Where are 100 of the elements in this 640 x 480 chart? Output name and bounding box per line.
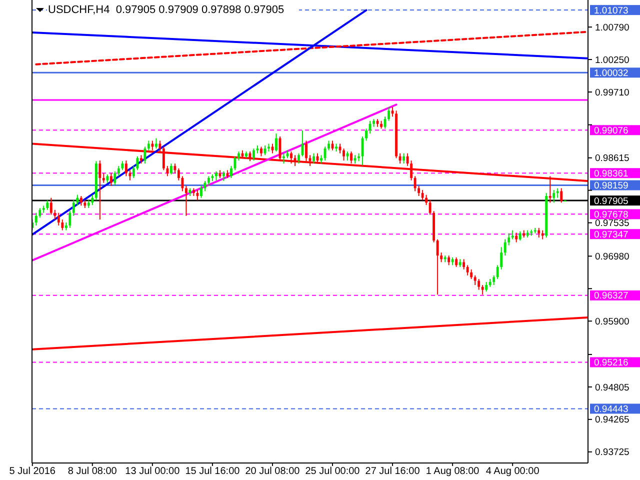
candlestick (230, 165, 232, 178)
candlestick (170, 163, 172, 175)
candlestick (440, 252, 443, 263)
candlestick (474, 274, 476, 286)
x-tick-label: 15 Jul 16:00 (185, 466, 240, 477)
candlestick (350, 151, 352, 164)
candlestick (298, 152, 300, 164)
candlestick (421, 190, 424, 201)
candlestick (54, 209, 56, 220)
candlestick (124, 160, 128, 177)
candlestick (312, 152, 315, 164)
candlestick (61, 218, 64, 231)
y-tick-label: 0.94805 (595, 382, 630, 394)
candlestick (117, 165, 120, 177)
candlestick (110, 172, 112, 186)
candlestick (462, 258, 466, 270)
candlestick (132, 165, 135, 178)
ref-line-label: 0.96327 (594, 290, 628, 302)
candlestick (478, 278, 480, 290)
candlestick (128, 170, 132, 181)
x-tick-label: 1 Aug 08:00 (426, 466, 480, 477)
x-tick-label: 20 Jul 08:00 (245, 466, 300, 477)
candlestick (485, 282, 488, 292)
ref-line-label: 0.98361 (594, 168, 628, 180)
y-tick-label: 0.98615 (595, 153, 630, 164)
candlestick (76, 194, 79, 206)
candlestick (398, 152, 402, 164)
candlestick (511, 230, 514, 240)
candlestick (492, 274, 496, 286)
candlestick (518, 231, 522, 242)
candlestick (425, 194, 428, 206)
candlestick (207, 176, 210, 186)
candlestick (328, 140, 330, 151)
candlestick (68, 210, 72, 228)
candlestick (504, 238, 506, 256)
candlestick (162, 146, 165, 171)
candlestick (147, 140, 150, 151)
candlestick (72, 200, 75, 216)
candlestick (418, 185, 420, 197)
x-tick-label: 4 Aug 00:00 (486, 466, 540, 477)
candlestick (34, 212, 38, 226)
y-tick-label: 1.00250 (595, 54, 630, 66)
candlestick (508, 232, 510, 246)
x-tick-label: 13 Jul 00:00 (125, 466, 180, 477)
candlestick (181, 176, 184, 192)
ref-line-label: 0.97905 (594, 196, 628, 207)
y-tick-label: 0.94265 (595, 414, 630, 426)
candlestick (91, 194, 94, 206)
candlestick (98, 160, 102, 220)
y-tick-label: 0.95900 (595, 316, 630, 328)
candlestick (384, 116, 386, 130)
x-tick-label: 5 Jul 2016 (9, 466, 56, 477)
y-tick-label: 0.97535 (595, 218, 630, 230)
candlestick (538, 227, 540, 238)
candlestick (342, 148, 345, 162)
candlestick (200, 185, 202, 198)
candlestick (144, 146, 146, 164)
candlestick (496, 264, 499, 280)
candlestick (391, 106, 394, 118)
x-tick-label: 27 Jul 16:00 (365, 466, 420, 477)
x-tick-label: 8 Jul 08:00 (68, 466, 118, 477)
candlestick (552, 190, 556, 204)
y-tick-label: 0.96980 (595, 251, 630, 262)
candlestick (38, 208, 42, 218)
candlestick (290, 151, 292, 164)
candlestick (428, 200, 432, 216)
ref-line-label: 1.01073 (594, 5, 628, 16)
ref-line-label: 0.97347 (594, 229, 628, 240)
ref-line-label: 0.99076 (594, 125, 628, 136)
candlestick (102, 172, 105, 184)
candlestick (234, 156, 236, 171)
x-tick-label: 25 Jul 00:00 (305, 466, 360, 477)
candlestick (204, 180, 206, 192)
y-tick-label: 0.93725 (595, 447, 630, 458)
candlestick (436, 238, 439, 296)
candlestick (560, 188, 563, 204)
candlestick (121, 160, 124, 171)
candlestick (388, 106, 390, 122)
candlestick (238, 151, 240, 162)
candlestick (466, 264, 469, 276)
candlestick (406, 152, 409, 166)
candlestick (136, 156, 139, 171)
candlestick (515, 232, 518, 243)
candlestick (365, 128, 368, 142)
candlestick (154, 138, 158, 150)
candlestick (50, 197, 52, 216)
candlestick (455, 256, 458, 268)
ref-line-label: 0.98159 (594, 180, 628, 192)
candlestick (402, 152, 406, 164)
candlestick (275, 132, 278, 152)
candlestick (222, 170, 225, 182)
candlestick (80, 196, 82, 206)
candlestick (481, 284, 484, 296)
chart-title: USDCHF,H4 0.97905 0.97909 0.97898 0.97905 (48, 4, 284, 16)
ref-line-label: 0.94443 (594, 404, 628, 416)
candlestick (556, 188, 559, 198)
y-tick-label: 1.00790 (595, 22, 630, 34)
y-tick-label: 0.99710 (595, 87, 630, 98)
candlestick (448, 255, 450, 266)
candlestick (338, 143, 342, 154)
